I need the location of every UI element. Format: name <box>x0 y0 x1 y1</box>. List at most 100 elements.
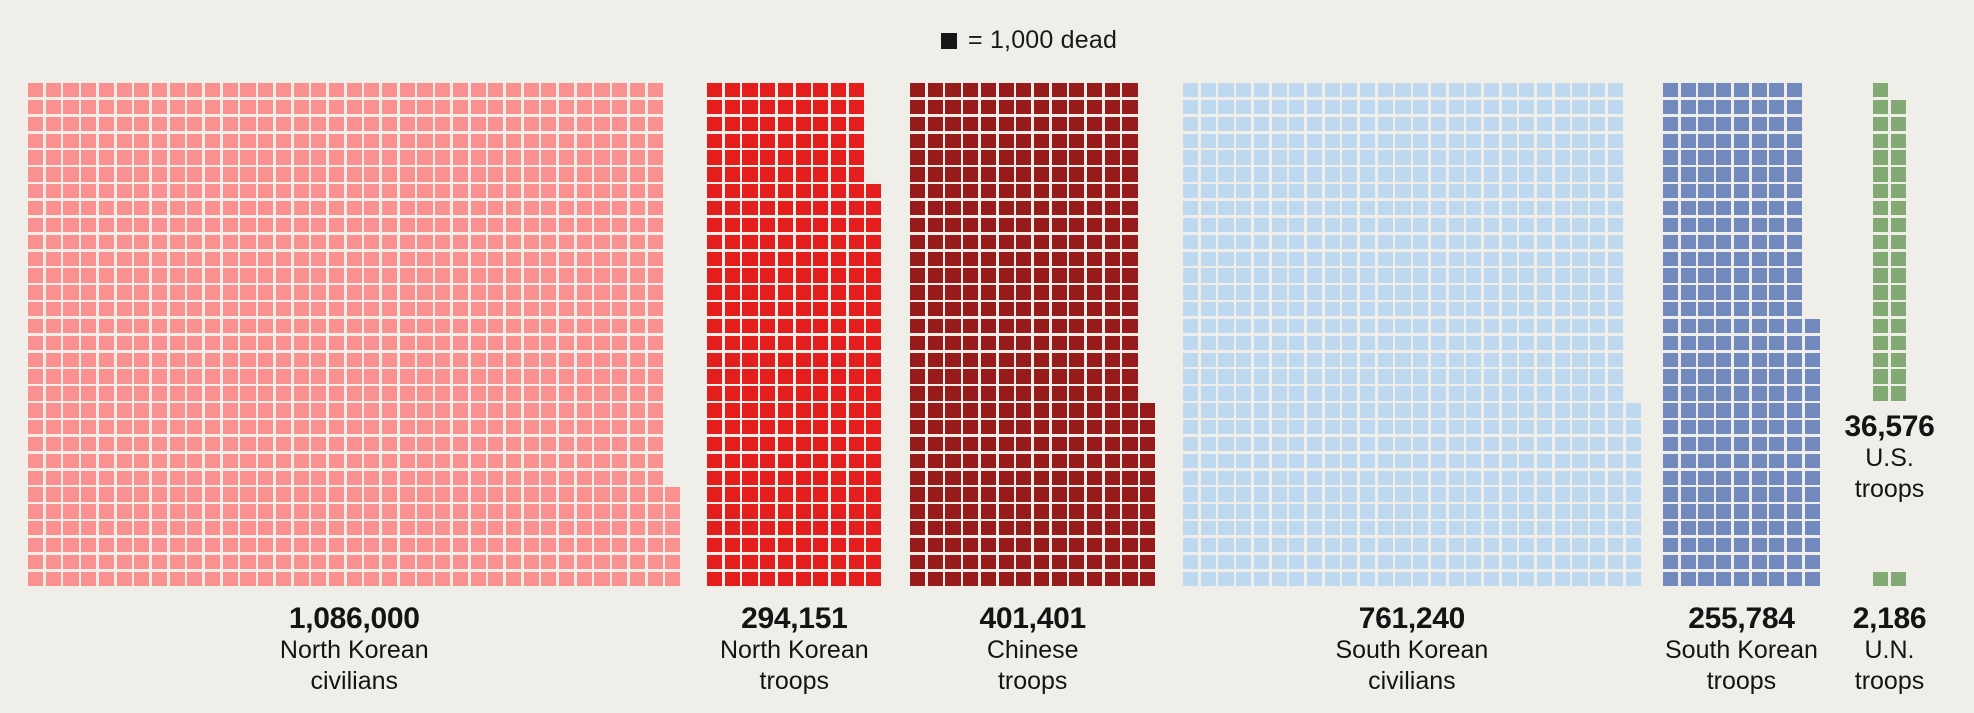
waffle-square <box>169 571 185 587</box>
waffle-square <box>1271 403 1287 418</box>
waffle-square <box>505 470 522 485</box>
waffle-square <box>452 554 468 570</box>
waffle-square <box>1200 302 1216 317</box>
waffle-square <box>1087 318 1103 334</box>
waffle-square <box>45 386 61 401</box>
waffle-square <box>1087 369 1103 384</box>
waffle-square <box>813 420 829 435</box>
waffle-square <box>707 116 723 132</box>
waffle-square <box>830 268 847 283</box>
waffle-square <box>830 470 847 485</box>
waffle-square <box>417 184 433 199</box>
waffle-square <box>134 167 150 182</box>
waffle-square <box>927 335 943 351</box>
waffle-square <box>910 83 926 98</box>
waffle-square <box>1430 537 1446 553</box>
waffle-square <box>382 99 398 115</box>
waffle-square <box>1183 234 1199 250</box>
waffle-square <box>647 537 663 553</box>
waffle-square <box>777 217 793 233</box>
waffle-square <box>1183 420 1199 435</box>
waffle-square <box>452 352 468 367</box>
waffle-square <box>488 217 504 233</box>
waffle-square <box>1395 285 1411 300</box>
waffle-square <box>1873 167 1889 182</box>
waffle-square <box>98 470 114 485</box>
waffle-square <box>612 251 628 266</box>
waffle-square <box>1289 200 1305 216</box>
waffle-square <box>1360 200 1376 216</box>
waffle-square <box>559 537 575 553</box>
waffle-square <box>1716 470 1732 485</box>
waffle-square <box>63 116 79 132</box>
waffle-square <box>1360 352 1376 367</box>
waffle-square <box>1554 436 1570 452</box>
waffle-square <box>205 403 221 418</box>
waffle-square <box>910 403 926 418</box>
waffle-square <box>435 453 451 469</box>
waffle-square <box>1087 150 1103 165</box>
waffle-square <box>205 335 221 351</box>
waffle-square <box>1236 83 1252 98</box>
waffle-square <box>1051 335 1067 351</box>
waffle-square <box>45 251 61 266</box>
waffle-square <box>612 268 628 283</box>
waffle-square <box>328 386 345 401</box>
waffle-square <box>134 184 150 199</box>
waffle-square <box>1033 268 1050 283</box>
waffle-square <box>1033 453 1050 469</box>
waffle-square <box>1680 318 1696 334</box>
waffle-square <box>1751 453 1767 469</box>
waffle-square <box>1466 99 1482 115</box>
waffle-square <box>760 453 776 469</box>
waffle-square <box>866 386 882 401</box>
waffle-square <box>910 521 926 536</box>
waffle-square <box>1069 554 1085 570</box>
waffle-square <box>1069 403 1085 418</box>
waffle-square <box>417 386 433 401</box>
waffle-square <box>1360 318 1376 334</box>
waffle-square <box>1306 571 1323 587</box>
waffle-square <box>1377 268 1393 283</box>
waffle-square <box>1236 150 1252 165</box>
waffle-square <box>134 453 150 469</box>
waffle-square <box>760 234 776 250</box>
waffle-square <box>187 369 203 384</box>
waffle-square <box>1051 302 1067 317</box>
waffle-square <box>275 554 291 570</box>
waffle-square <box>1501 285 1517 300</box>
waffle-square <box>1087 571 1103 587</box>
waffle-square <box>1890 217 1906 233</box>
waffle-square <box>187 537 203 553</box>
waffle-square <box>240 234 256 250</box>
waffle-square <box>945 453 961 469</box>
waffle-square <box>151 99 168 115</box>
waffle-square <box>576 352 592 367</box>
waffle-square <box>134 436 150 452</box>
waffle-square <box>1183 150 1199 165</box>
waffle-square <box>594 420 610 435</box>
waffle-square <box>1466 302 1482 317</box>
waffle-square <box>1663 99 1679 115</box>
waffle-square <box>1890 318 1906 334</box>
waffle-square <box>275 217 291 233</box>
waffle-square <box>1122 268 1138 283</box>
waffle-square <box>1733 318 1749 334</box>
waffle-square <box>813 521 829 536</box>
waffle-square <box>830 420 847 435</box>
waffle-square <box>328 537 345 553</box>
waffle-square <box>1306 251 1323 266</box>
waffle-square <box>742 335 758 351</box>
waffle-square <box>1607 318 1623 334</box>
waffle-square <box>647 234 663 250</box>
waffle-square <box>258 537 274 553</box>
waffle-square <box>1377 521 1393 536</box>
waffle-square <box>1122 386 1138 401</box>
waffle-square <box>848 537 864 553</box>
waffle-square <box>1625 470 1641 485</box>
waffle-square <box>1183 504 1199 519</box>
waffle-square <box>1751 167 1767 182</box>
waffle-square <box>998 285 1014 300</box>
waffle-square <box>1218 554 1234 570</box>
waffle-square <box>346 403 362 418</box>
